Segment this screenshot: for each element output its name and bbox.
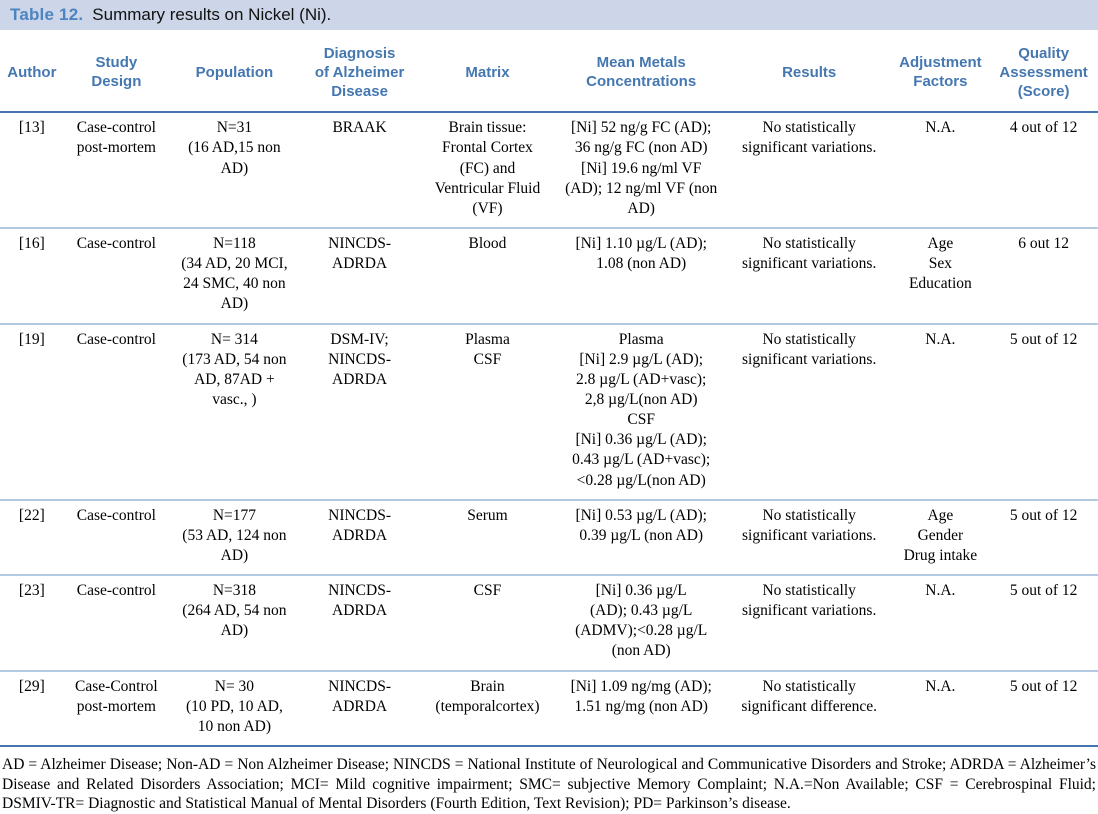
table-header-row: Author Study Design Population Diagnosis… [0,37,1098,114]
cell-diagnosis: NINCDS- ADRDA [299,669,420,748]
column-header-results: Results [726,37,892,114]
cell-results: No statistically significant difference. [726,669,892,748]
cell-adjustment-factors: Age Sex Education [891,226,990,324]
abbreviations-footnote: AD = Alzheimer Disease; Non-AD = Non Alz… [2,756,1096,813]
table-row: [23] Case-control N=318 (264 AD, 54 non … [0,574,1098,671]
cell-matrix: Serum [419,498,556,576]
cell-matrix: Brain (temporalcortex) [419,669,556,748]
cell-quality-assessment: 4 out of 12 [1009,119,1078,137]
cell-study-design: Case-control [63,226,170,324]
table-row: [13] Case-control post-mortem N=31 (16 A… [0,112,1098,228]
cell-results: No statistically significant variations. [726,226,892,324]
cell-study-design: Case-control post-mortem [76,119,156,157]
cell-study-design: Case-Control post-mortem [63,669,170,748]
cell-concentrations: Plasma [Ni] 2.9 µg/L (AD); 2.8 µg/L (AD+… [555,322,727,500]
cell-adjustment-factors: N.A. [891,574,990,671]
cell-author: [16] [0,226,64,324]
table-row: [29] Case-Control post-mortem N= 30 (10 … [0,669,1098,748]
cell-matrix: Plasma CSF [419,322,556,500]
cell-population: N=118 (34 AD, 20 MCI, 24 SMC, 40 non AD) [169,226,300,324]
cell-diagnosis: NINCDS- ADRDA [299,574,420,671]
cell-concentrations: [Ni] 0.53 µg/L (AD); 0.39 µg/L (non AD) [555,498,727,576]
cell-adjustment-factors: Age Gender Drug intake [891,498,990,576]
cell-study-design: Case-control [63,574,170,671]
column-header-adjustment-factors: Adjustment Factors [891,37,990,114]
cell-population: N=318 (264 AD, 54 non AD) [169,574,300,671]
cell-results: No statistically significant variations. [726,498,892,576]
column-header-author: Author [0,37,64,114]
cell-diagnosis: BRAAK [332,119,387,137]
cell-matrix: Blood [419,226,556,324]
cell-population: N= 314 (173 AD, 54 non AD, 87AD + vasc.,… [169,322,300,500]
cell-population: N=177 (53 AD, 124 non AD) [169,498,300,576]
cell-author: [19] [0,322,64,500]
cell-quality-assessment: 5 out of 12 [989,669,1098,748]
table-title-text: Summary results on Nickel (Ni). [92,5,332,24]
column-header-quality-assessment: Quality Assessment (Score) [989,37,1098,114]
cell-adjustment-factors: N.A. [891,322,990,500]
cell-diagnosis: NINCDS- ADRDA [299,226,420,324]
table-row: [16] Case-control N=118 (34 AD, 20 MCI, … [0,226,1098,324]
column-header-diagnosis: Diagnosis of Alzheimer Disease [299,37,420,114]
cell-population: N= 30 (10 PD, 10 AD, 10 non AD) [169,669,300,748]
cell-matrix: Brain tissue: Frontal Cortex (FC) and Ve… [434,119,541,217]
cell-concentrations: [Ni] 1.10 µg/L (AD); 1.08 (non AD) [555,226,727,324]
cell-concentrations: [Ni] 1.09 ng/mg (AD); 1.51 ng/mg (non AD… [555,669,727,748]
cell-author: [13] [18,119,45,137]
cell-diagnosis: DSM-IV; NINCDS- ADRDA [299,322,420,500]
column-header-study-design: Study Design [63,37,170,114]
cell-adjustment-factors: N.A. [891,669,990,748]
cell-author: [29] [0,669,64,748]
cell-quality-assessment: 5 out of 12 [989,574,1098,671]
cell-quality-assessment: 5 out of 12 [989,498,1098,576]
cell-adjustment-factors: N.A. [925,119,956,137]
cell-results: No statistically significant variations. [742,119,877,157]
table-title-bar: Table 12. Summary results on Nickel (Ni)… [0,0,1098,30]
cell-quality-assessment: 6 out 12 [989,226,1098,324]
cell-concentrations: [Ni] 0.36 µg/L (AD); 0.43 µg/L (ADMV);<0… [555,574,727,671]
cell-results: No statistically significant variations. [726,574,892,671]
cell-study-design: Case-control [63,322,170,500]
column-header-population: Population [169,37,300,114]
cell-author: [22] [0,498,64,576]
cell-concentrations: [Ni] 52 ng/g FC (AD); 36 ng/g FC (non AD… [565,119,718,217]
cell-matrix: CSF [419,574,556,671]
summary-results-table: Author Study Design Population Diagnosis… [0,37,1098,748]
cell-study-design: Case-control [63,498,170,576]
table-row: [19] Case-control N= 314 (173 AD, 54 non… [0,322,1098,500]
table-row: [22] Case-control N=177 (53 AD, 124 non … [0,498,1098,576]
column-header-concentrations: Mean Metals Concentrations [555,37,727,114]
cell-author: [23] [0,574,64,671]
cell-quality-assessment: 5 out of 12 [989,322,1098,500]
table-number-label: Table 12. [10,5,84,24]
column-header-matrix: Matrix [419,37,556,114]
cell-results: No statistically significant variations. [726,322,892,500]
cell-population: N=31 (16 AD,15 non AD) [188,119,281,177]
cell-diagnosis: NINCDS- ADRDA [299,498,420,576]
